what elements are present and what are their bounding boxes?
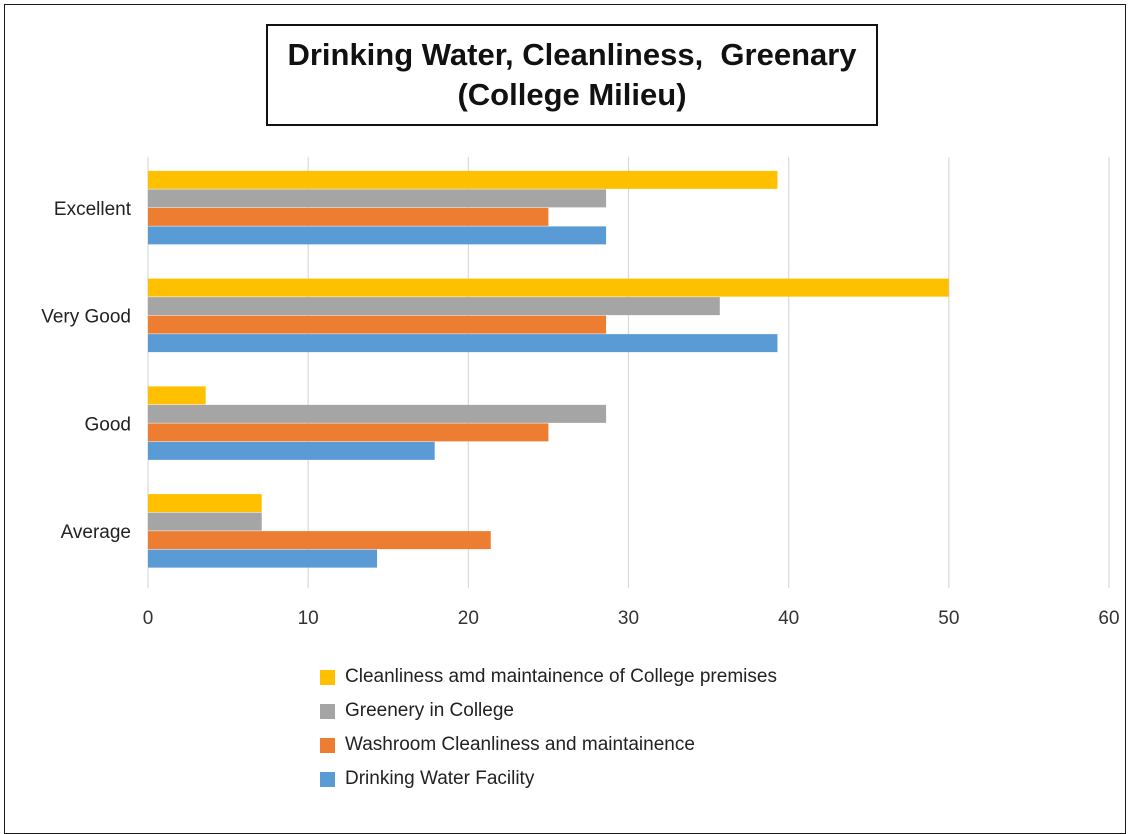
legend-label: Drinking Water Facility: [345, 768, 535, 789]
bar: [148, 494, 262, 513]
bar: [148, 207, 549, 226]
chart-title-line-1: Drinking Water, Cleanliness, Greenary: [287, 37, 857, 72]
bar: [148, 531, 491, 550]
y-category-label: Average: [61, 522, 131, 543]
x-tick-label: 50: [938, 608, 959, 629]
bar: [148, 423, 549, 442]
bar: [148, 512, 262, 531]
bar: [148, 334, 778, 353]
bar: [148, 170, 778, 189]
legend-item: Washroom Cleanliness and maintainence: [320, 728, 777, 762]
x-tick-label: 20: [458, 608, 479, 629]
chart-title-box: Drinking Water, Cleanliness, Greenary (C…: [266, 24, 878, 126]
bar: [148, 404, 607, 423]
legend-item: Drinking Water Facility: [320, 762, 777, 796]
bar: [148, 441, 435, 460]
legend-swatch: [320, 737, 335, 753]
legend-swatch: [320, 703, 335, 719]
bar: [148, 226, 607, 245]
x-tick-label: 40: [778, 608, 799, 629]
y-category-label: Good: [85, 414, 131, 435]
legend-label: Cleanliness amd maintainence of College …: [345, 666, 777, 687]
bar: [148, 189, 607, 208]
x-tick-label: 10: [298, 608, 319, 629]
x-tick-label: 60: [1098, 608, 1119, 629]
chart-legend: Cleanliness amd maintainence of College …: [320, 660, 777, 796]
y-category-label: Very Good: [41, 307, 131, 328]
bar: [148, 278, 949, 297]
chart-title-line-2: (College Milieu): [457, 77, 687, 112]
x-tick-label: 30: [618, 608, 639, 629]
bar: [148, 315, 607, 334]
bar: [148, 386, 206, 405]
legend-swatch: [320, 771, 335, 787]
x-tick-label: 0: [143, 608, 154, 629]
legend-item: Greenery in College: [320, 694, 777, 728]
bar: [148, 549, 378, 568]
legend-item: Cleanliness amd maintainence of College …: [320, 660, 777, 694]
legend-label: Greenery in College: [345, 700, 514, 721]
legend-swatch: [320, 669, 335, 685]
bar: [148, 297, 720, 316]
y-category-label: Excellent: [54, 199, 132, 220]
legend-label: Washroom Cleanliness and maintainence: [345, 734, 695, 755]
